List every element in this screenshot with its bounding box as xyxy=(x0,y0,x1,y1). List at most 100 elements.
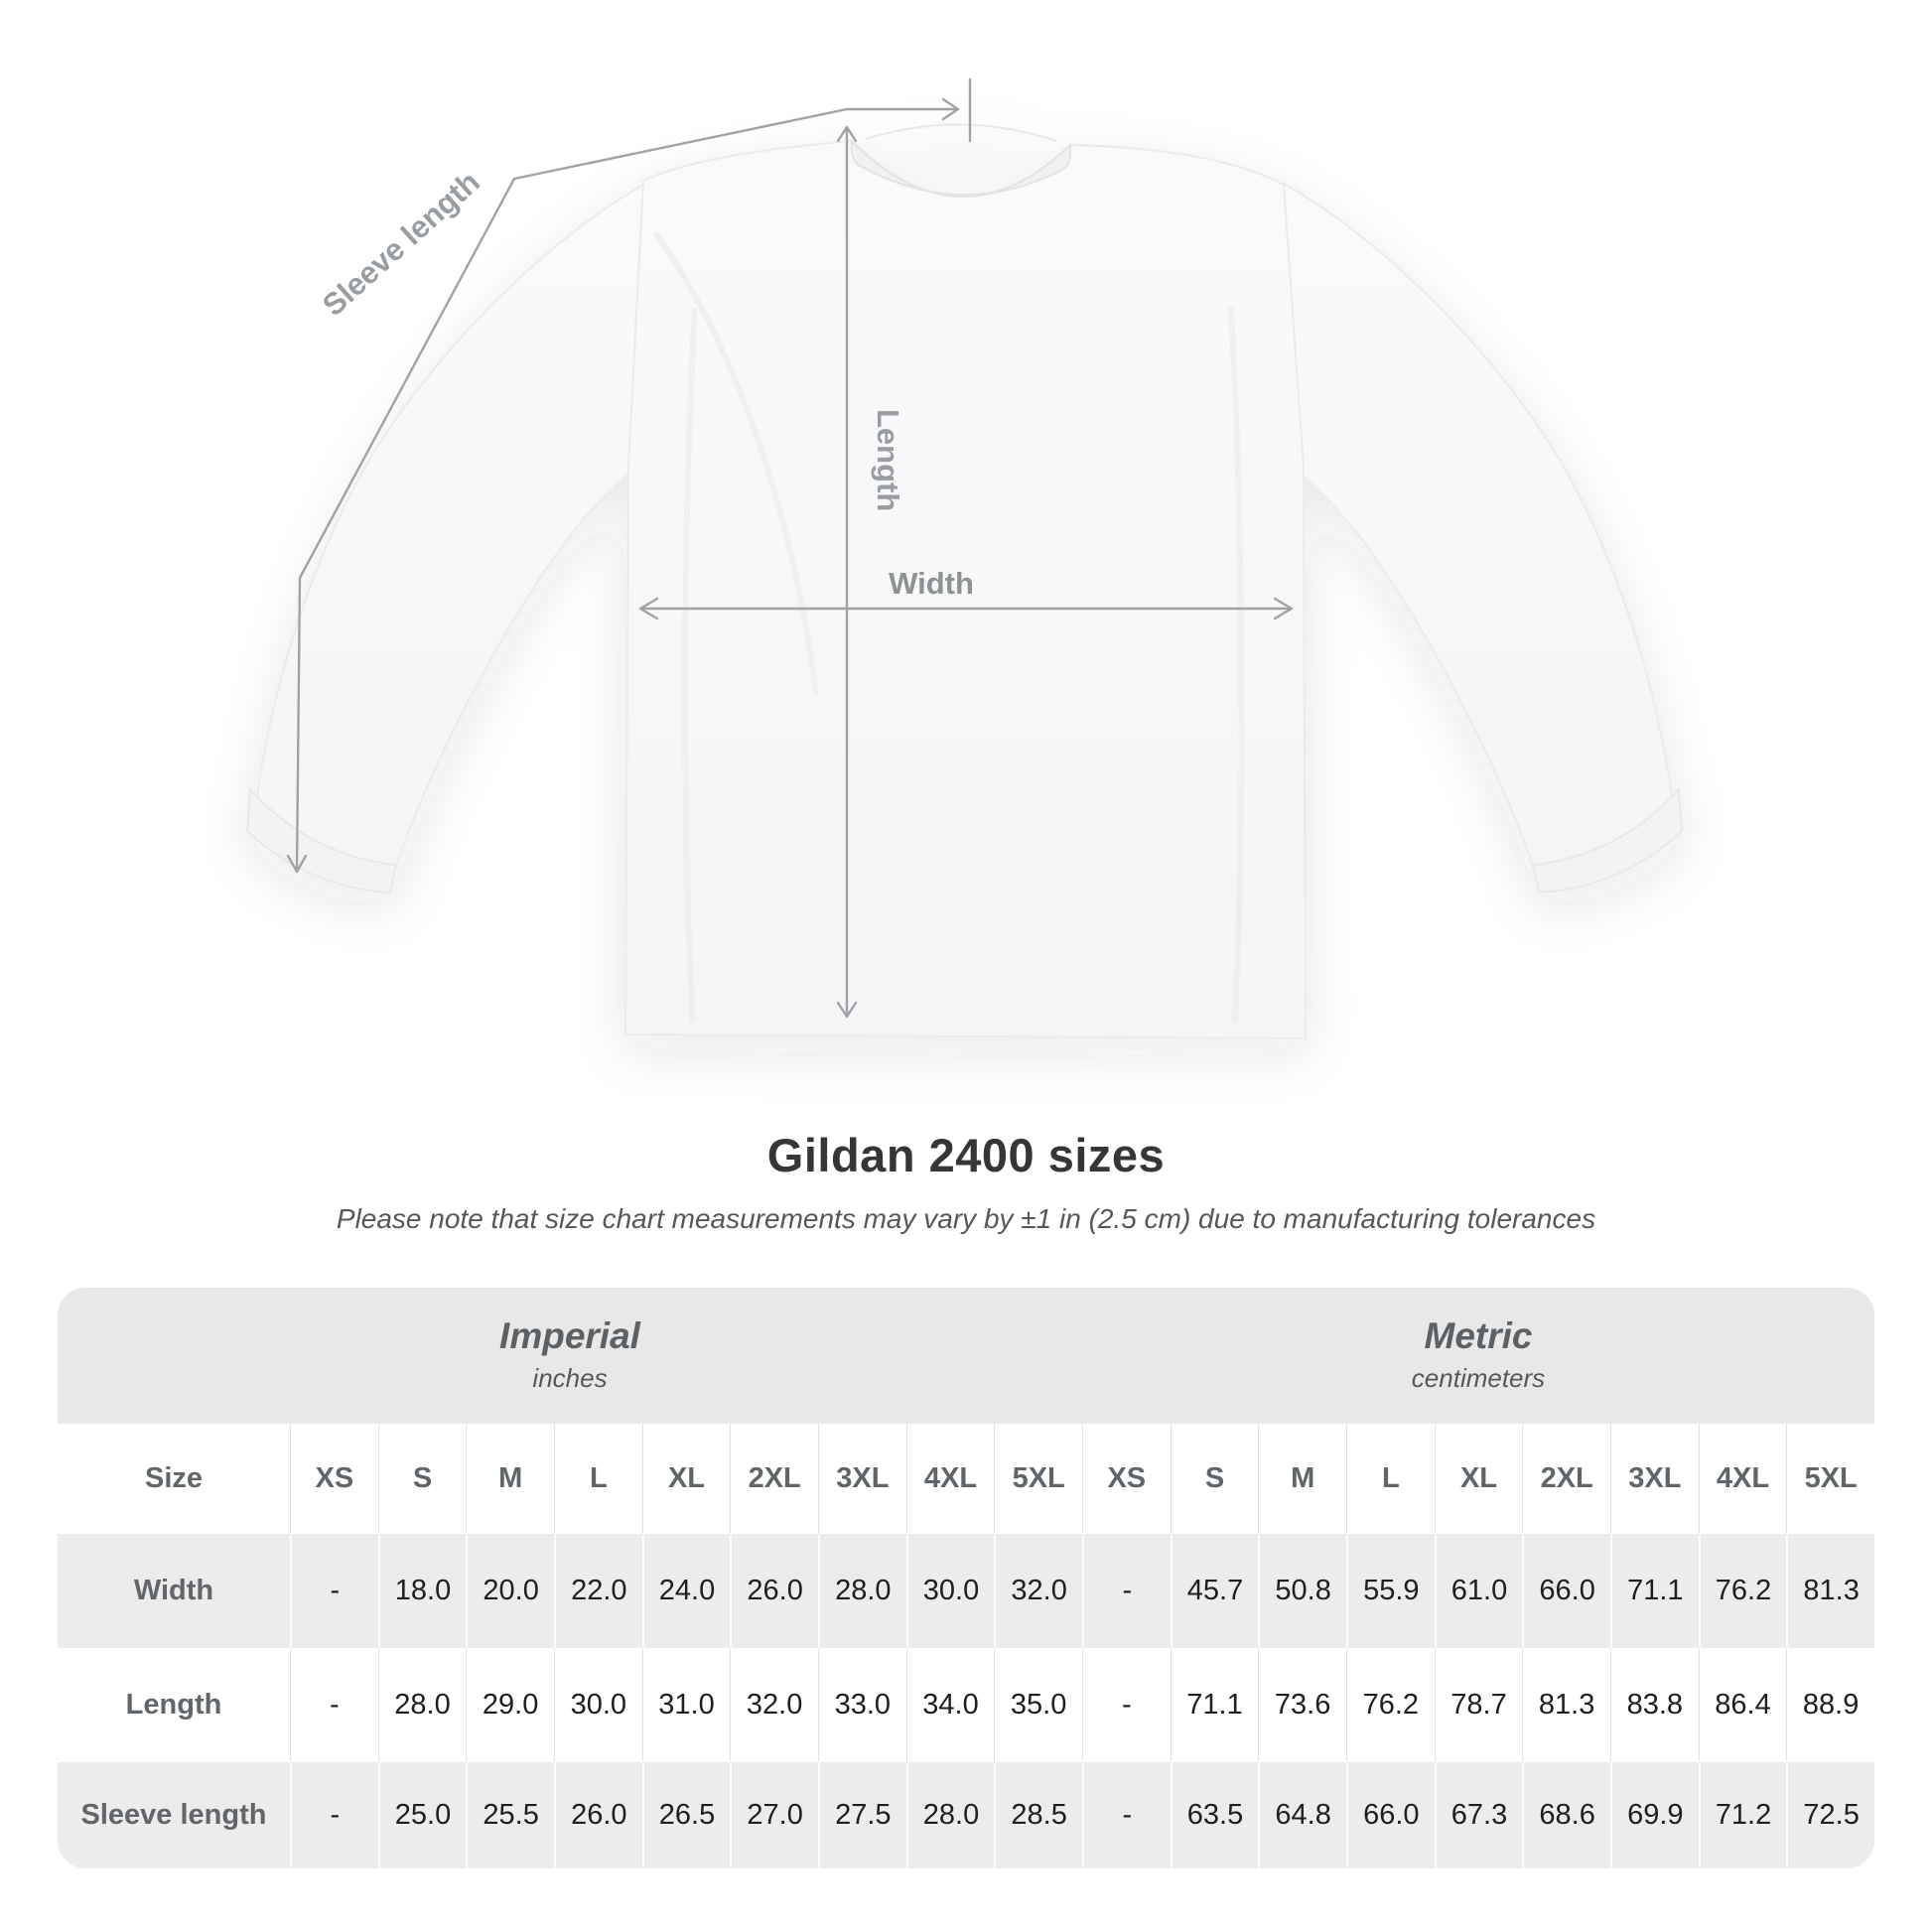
value-cell-imperial: 26.5 xyxy=(641,1762,731,1868)
left-sleeve xyxy=(254,182,647,889)
width-arrow-left-icon xyxy=(638,597,659,621)
value-cell-imperial: 30.0 xyxy=(905,1534,995,1648)
fold-shading xyxy=(652,231,1245,1024)
measurement-lines xyxy=(286,77,1294,1019)
value-cell-metric: 73.6 xyxy=(1258,1648,1346,1762)
value-cell-metric: - xyxy=(1081,1648,1171,1762)
collar xyxy=(850,138,1072,198)
value-cell-imperial: 18.0 xyxy=(377,1534,467,1648)
table-row-sleeve-length: Sleeve length -25.0 25.5 26.0 26.5 27.0 27.5 28… xyxy=(58,1762,1874,1868)
value-cell-imperial: 20.0 xyxy=(466,1534,554,1648)
col-header-imperial-m: M xyxy=(466,1424,554,1534)
value-cell-imperial: 31.0 xyxy=(641,1648,731,1762)
sleeve-length-line xyxy=(295,107,958,872)
right-sleeve xyxy=(1282,182,1675,889)
value-cell-imperial: 29.0 xyxy=(466,1648,554,1762)
row-label: Length xyxy=(125,1689,222,1721)
col-header-metric-xl: XL xyxy=(1434,1424,1523,1534)
row-label: Width xyxy=(133,1575,214,1606)
value-cell-imperial: 28.5 xyxy=(994,1762,1082,1868)
length-arrow-down-icon xyxy=(836,1001,858,1019)
value-cell-metric: 64.8 xyxy=(1258,1762,1346,1868)
value-cell-metric: 71.1 xyxy=(1609,1534,1699,1648)
col-header-imperial-5xl: 5XL xyxy=(994,1424,1082,1534)
value-cell-metric: 55.9 xyxy=(1345,1534,1435,1648)
value-cell-metric: 88.9 xyxy=(1786,1648,1874,1762)
value-cell-metric: 61.0 xyxy=(1434,1534,1523,1648)
col-header-metric-l: L xyxy=(1345,1424,1435,1534)
value-cell-metric: - xyxy=(1081,1534,1171,1648)
col-header-imperial-2xl: 2XL xyxy=(730,1424,818,1534)
row-label: Sleeve length xyxy=(80,1799,267,1831)
value-cell-metric: 63.5 xyxy=(1170,1762,1259,1868)
value-cell-imperial: - xyxy=(290,1762,378,1868)
value-cell-imperial: 28.0 xyxy=(817,1534,906,1648)
value-cell-imperial: - xyxy=(290,1648,378,1762)
imperial-sublabel: inches xyxy=(532,1363,608,1394)
value-cell-metric: 71.2 xyxy=(1698,1762,1787,1868)
value-cell-imperial: 24.0 xyxy=(641,1534,731,1648)
page-title: Gildan 2400 sizes xyxy=(766,1129,1166,1181)
col-header-imperial-3xl: 3XL xyxy=(817,1424,906,1534)
col-header-imperial-s: S xyxy=(377,1424,467,1534)
length-label: Length xyxy=(871,409,905,511)
value-cell-metric: 78.7 xyxy=(1434,1648,1523,1762)
size-table-rows: Size XS S M L XL 2XL 3XL 4XL 5XL XS S M L XL 2XL 3XL 4XL 5… xyxy=(58,1424,1874,1868)
col-header-metric-m: M xyxy=(1258,1424,1346,1534)
metric-unit-group: Metric centimeters xyxy=(1082,1288,1874,1424)
value-cell-metric: 68.6 xyxy=(1522,1762,1610,1868)
value-cell-imperial: 27.5 xyxy=(817,1762,906,1868)
value-cell-imperial: 35.0 xyxy=(994,1648,1082,1762)
sleeve-length-label: Sleeve length xyxy=(316,164,486,323)
value-cell-imperial: 34.0 xyxy=(905,1648,995,1762)
value-cell-imperial: 25.5 xyxy=(466,1762,554,1868)
left-cuff xyxy=(245,786,398,895)
value-cell-imperial: 28.0 xyxy=(377,1648,467,1762)
value-cell-metric: 66.0 xyxy=(1522,1534,1610,1648)
value-cell-imperial: 33.0 xyxy=(817,1648,906,1762)
width-arrow-right-icon xyxy=(1273,597,1294,621)
value-cell-metric: 81.3 xyxy=(1522,1648,1610,1762)
sleeve-length-arrow-down-icon xyxy=(286,854,308,874)
value-cell-metric: - xyxy=(1081,1762,1171,1868)
value-cell-metric: 45.7 xyxy=(1170,1534,1259,1648)
metric-sublabel: centimeters xyxy=(1411,1363,1546,1394)
width-label: Width xyxy=(889,566,974,601)
table-row-length: Length -28.0 29.0 30.0 31.0 32.0 33.0 34.0 35.0-… xyxy=(58,1648,1874,1762)
value-cell-imperial: 22.0 xyxy=(553,1534,642,1648)
back-collar-line xyxy=(865,123,1057,142)
unit-header-band: Imperial inches Metric centimeters xyxy=(58,1288,1874,1424)
sleeve-length-arrow-right-icon xyxy=(941,97,960,121)
value-cell-imperial: 27.0 xyxy=(730,1762,818,1868)
value-cell-imperial: 26.0 xyxy=(730,1534,818,1648)
col-header-imperial-xl: XL xyxy=(641,1424,731,1534)
col-header-metric-xs: XS xyxy=(1081,1424,1171,1534)
value-cell-imperial: 32.0 xyxy=(730,1648,818,1762)
col-header-imperial-xs: XS xyxy=(290,1424,378,1534)
value-cell-metric: 72.5 xyxy=(1786,1762,1874,1868)
shirt-measurement-diagram: Sleeve length Length Width xyxy=(245,77,1684,1040)
size-header-cell: Size xyxy=(144,1462,204,1494)
value-cell-metric: 50.8 xyxy=(1258,1534,1346,1648)
table-row-width: Width -18.0 20.0 22.0 24.0 26.0 28.0 30.0 32.0-4… xyxy=(58,1534,1874,1648)
col-header-metric-4xl: 4XL xyxy=(1698,1424,1787,1534)
col-header-metric-3xl: 3XL xyxy=(1609,1424,1699,1534)
value-cell-metric: 83.8 xyxy=(1609,1648,1699,1762)
imperial-label: Imperial xyxy=(499,1314,640,1356)
imperial-unit-group: Imperial inches xyxy=(58,1288,1082,1424)
metric-label: Metric xyxy=(1424,1314,1533,1356)
value-cell-metric: 76.2 xyxy=(1345,1648,1435,1762)
col-header-metric-s: S xyxy=(1170,1424,1259,1534)
col-header-metric-2xl: 2XL xyxy=(1522,1424,1610,1534)
col-header-imperial-4xl: 4XL xyxy=(905,1424,995,1534)
size-table: Imperial inches Metric centimeters Size X… xyxy=(58,1288,1874,1868)
value-cell-imperial: 26.0 xyxy=(553,1762,642,1868)
value-cell-imperial: 28.0 xyxy=(905,1762,995,1868)
value-cell-metric: 69.9 xyxy=(1609,1762,1699,1868)
value-cell-imperial: 25.0 xyxy=(377,1762,467,1868)
tolerance-note: Please note that size chart measurements… xyxy=(336,1203,1596,1234)
value-cell-metric: 86.4 xyxy=(1698,1648,1787,1762)
value-cell-metric: 67.3 xyxy=(1434,1762,1523,1868)
col-header-metric-5xl: 5XL xyxy=(1786,1424,1874,1534)
